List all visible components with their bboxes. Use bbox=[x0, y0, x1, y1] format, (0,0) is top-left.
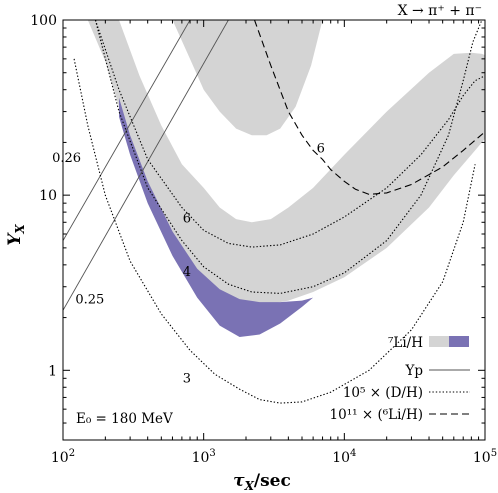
curve-labels-layer: 0.26 0.25 6 4 3 6 bbox=[52, 142, 325, 387]
legend-label-0: ⁷Li/H bbox=[388, 335, 423, 351]
y-axis-label: YX bbox=[5, 224, 27, 246]
curve-label-2: 6 bbox=[183, 211, 191, 226]
dotted-curve-3 bbox=[94, 20, 483, 294]
y-tick-label-0: 1 bbox=[48, 363, 57, 379]
plot-frame bbox=[62, 19, 486, 441]
curve-label-3: 4 bbox=[183, 265, 191, 280]
x-tick-label-0: 102 bbox=[51, 448, 75, 466]
legend-label-1: Yp bbox=[404, 363, 423, 379]
dotted-curve-4 bbox=[94, 20, 485, 248]
solid-curve-1 bbox=[63, 20, 229, 311]
curve-label-1: 0.25 bbox=[75, 293, 104, 308]
x-tick-label-1: 103 bbox=[192, 448, 216, 466]
dashed-curve-5 bbox=[253, 20, 485, 195]
x-tick-label-2: 104 bbox=[332, 448, 356, 466]
legend-swatch-purple bbox=[449, 336, 469, 347]
energy-annotation: E₀ = 180 MeV bbox=[76, 411, 173, 427]
x-axis-label: τX/sec bbox=[233, 471, 291, 493]
chart-title: X → π⁺ + π⁻ bbox=[398, 3, 482, 19]
ticks-layer: 102 103 104 105 1 10 100 bbox=[30, 13, 497, 466]
y-tick-label-1: 10 bbox=[39, 188, 57, 204]
dotted-curve-2 bbox=[73, 58, 476, 404]
legend-label-2: 10⁵ × (D/H) bbox=[343, 385, 423, 401]
bands-layer bbox=[87, 20, 485, 337]
legend-label-3: 10¹¹ × (⁶Li/H) bbox=[330, 407, 423, 423]
x-tick-label-3: 105 bbox=[473, 448, 497, 466]
curve-label-5: 6 bbox=[317, 142, 325, 157]
legend-swatch-gray bbox=[429, 336, 449, 347]
li7-band-purple-2 bbox=[119, 97, 314, 337]
curve-label-0: 0.26 bbox=[52, 151, 81, 166]
li7-band-gray-1 bbox=[87, 20, 485, 304]
y-tick-label-2: 100 bbox=[30, 13, 57, 29]
curve-label-4: 3 bbox=[183, 372, 191, 387]
legend: ⁷Li/H Yp 10⁵ × (D/H) 10¹¹ × (⁶Li/H) bbox=[330, 335, 470, 423]
solid-curve-0 bbox=[63, 20, 191, 241]
li7-band-gray-0 bbox=[172, 20, 323, 136]
lines-layer bbox=[63, 20, 485, 404]
